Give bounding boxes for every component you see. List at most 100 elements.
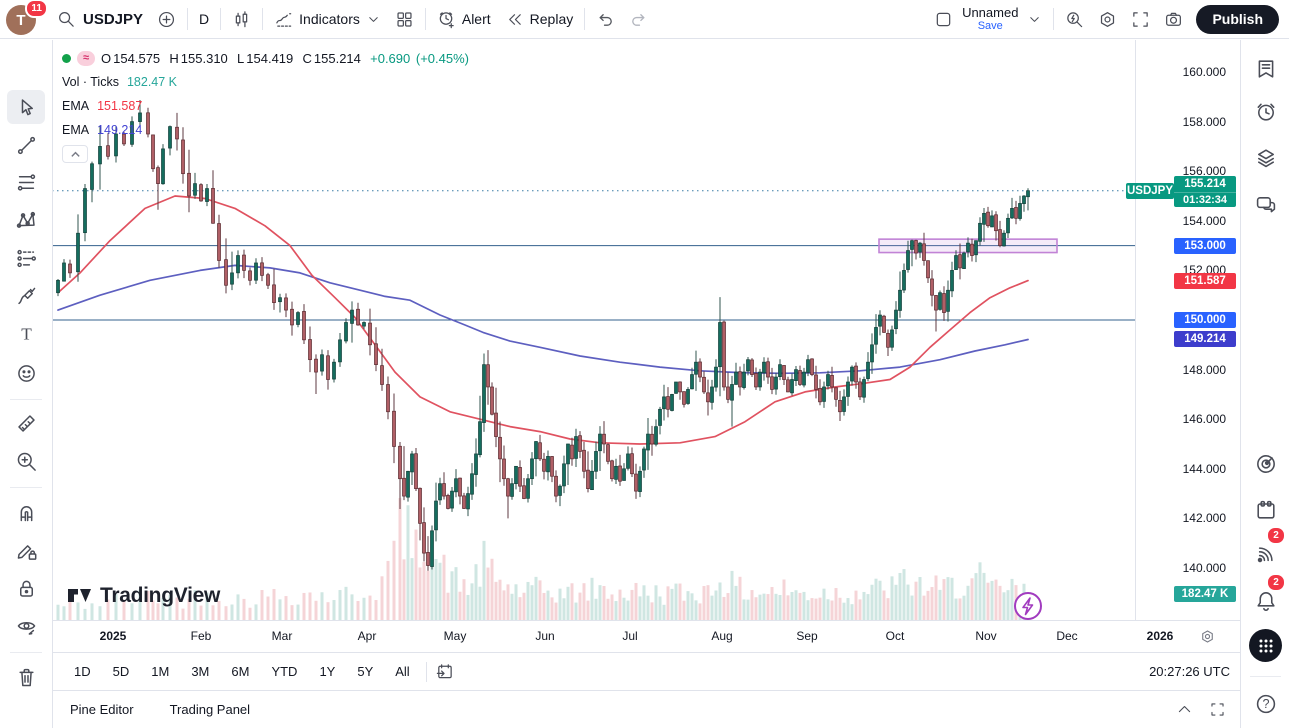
apps-menu-button[interactable]	[1249, 629, 1282, 662]
undo-button[interactable]	[589, 4, 622, 34]
top-toolbar: T 11 USDJPY D Indicators Alert Replay Un…	[0, 0, 1289, 39]
range-button-all[interactable]: All	[395, 663, 410, 679]
tab-trading-panel[interactable]: Trading Panel	[169, 701, 251, 717]
tab-pine-editor[interactable]: Pine Editor	[70, 701, 134, 717]
lock-icon	[15, 577, 38, 600]
toolbar-divider	[584, 8, 586, 30]
forecast-tool-button[interactable]	[7, 241, 45, 275]
fullscreen-button[interactable]	[1124, 4, 1157, 34]
ema-slow-legend-row[interactable]: EMA 149.214	[62, 121, 471, 138]
zoom-in-tool-button[interactable]	[7, 444, 45, 478]
maximize-panel-button[interactable]	[1209, 701, 1226, 718]
chart-settings-button[interactable]	[1091, 4, 1124, 34]
range-button-1m[interactable]: 1M	[151, 663, 170, 679]
layout-name-menu[interactable]: Unnamed Save	[960, 5, 1020, 33]
notification-count-badge: 11	[25, 0, 48, 18]
redo-button[interactable]	[622, 4, 655, 34]
chart-type-button[interactable]	[225, 4, 258, 34]
ema-fast-value: 151.587	[97, 98, 143, 113]
goto-date-button[interactable]	[435, 662, 454, 681]
range-button-1d[interactable]: 1D	[74, 663, 91, 679]
range-button-5y[interactable]: 5Y	[357, 663, 374, 679]
search-icon	[57, 10, 76, 29]
save-layout-link[interactable]: Save	[977, 20, 1003, 33]
measure-tool-button[interactable]	[7, 406, 45, 440]
ema-slow-value: 149.214	[97, 122, 143, 137]
drawing-toolbar: T	[0, 40, 53, 728]
text-tool-button[interactable]: T	[7, 317, 45, 351]
time-tick-May: May	[443, 629, 467, 643]
quick-search-button[interactable]	[1058, 4, 1091, 34]
lock-all-drawings-button[interactable]	[7, 571, 45, 605]
time-tick-Sep: Sep	[796, 629, 818, 643]
layout-menu-chevron[interactable]	[1020, 4, 1049, 34]
time-axis[interactable]: 2025 Feb Mar Apr May Jun Jul Aug Sep Oct Nov Dec 202…	[52, 620, 1240, 653]
alert-button[interactable]: Alert	[430, 4, 498, 34]
remove-drawings-button[interactable]	[7, 660, 45, 694]
time-tick-2025: 2025	[99, 629, 127, 643]
tradingview-watermark: TradingView	[66, 582, 220, 609]
indicators-button[interactable]: Indicators	[267, 4, 388, 34]
time-tick-Dec: Dec	[1056, 629, 1078, 643]
clock-utc[interactable]: 20:27:26 UTC	[1149, 664, 1230, 679]
range-button-3m[interactable]: 3M	[191, 663, 210, 679]
fib-retracement-tool-button[interactable]	[7, 165, 45, 199]
pattern-marker-lightning-icon[interactable]	[1014, 592, 1042, 620]
compare-add-symbol-button[interactable]	[150, 4, 183, 34]
chart-plot-area[interactable]	[52, 40, 1135, 620]
object-tree-panel-button[interactable]	[1247, 139, 1284, 176]
calendar-panel-button[interactable]	[1247, 491, 1284, 528]
stay-in-drawing-mode-button[interactable]	[7, 533, 45, 567]
level-150-tag: 150.000	[1174, 312, 1236, 328]
range-button-5d[interactable]: 5D	[112, 663, 130, 679]
candlestick-chart[interactable]	[52, 40, 1135, 620]
user-menu[interactable]: T 11	[6, 0, 48, 36]
range-button-ytd[interactable]: YTD	[271, 663, 298, 679]
news-panel-button[interactable]	[1247, 535, 1284, 572]
replay-button[interactable]: Replay	[498, 4, 581, 34]
volume-legend-row[interactable]: Vol · Ticks 182.47 K	[62, 73, 471, 90]
toolbar-divider	[10, 487, 42, 488]
screener-panel-button[interactable]	[1247, 445, 1284, 482]
trend-line-tool-button[interactable]	[7, 128, 45, 162]
legend-collapse-button[interactable]	[62, 145, 88, 163]
svg-text:T: T	[21, 324, 32, 343]
sidebar-badge: 2	[1267, 574, 1285, 591]
price-axis[interactable]: 160.000158.000156.000154.000152.000150.0…	[1136, 40, 1240, 620]
expand-panel-button[interactable]	[1176, 701, 1193, 718]
notifications-panel-button[interactable]	[1247, 582, 1284, 619]
cursor-tool-button[interactable]	[7, 90, 45, 124]
help-button-button[interactable]: ?	[1247, 685, 1284, 722]
market-status-dot-icon[interactable]	[62, 53, 71, 63]
forecast-icon	[15, 247, 38, 270]
svg-text:?: ?	[1262, 697, 1269, 711]
alerts-panel-button[interactable]	[1247, 93, 1284, 130]
snapshot-button[interactable]	[1157, 4, 1190, 34]
interval-button[interactable]: D	[192, 4, 216, 34]
price-tick: 144.000	[1182, 461, 1226, 476]
zoom-in-icon	[15, 450, 38, 473]
tradingview-logo-icon	[68, 589, 91, 602]
chat-panel-button[interactable]	[1247, 186, 1284, 223]
indicator-templates-button[interactable]	[388, 4, 421, 34]
time-tick-Mar: Mar	[271, 629, 293, 643]
approx-values-icon[interactable]: ≈	[77, 50, 96, 66]
range-button-6m[interactable]: 6M	[231, 663, 250, 679]
magnet-mode-button[interactable]	[7, 495, 45, 529]
symbol-search-button[interactable]: USDJPY	[50, 4, 150, 34]
multichart-layout-button[interactable]	[927, 4, 960, 34]
timeframe-bar: 1D 5D 1M 3M 6M YTD 1Y 5Y All 20:27:26 UTC	[0, 652, 1240, 690]
toolbar-divider	[220, 8, 222, 30]
timezone-settings-icon[interactable]	[1199, 628, 1216, 645]
publish-button[interactable]: Publish	[1196, 4, 1279, 34]
hide-drawings-button[interactable]	[7, 609, 45, 643]
time-tick-Oct: Oct	[885, 629, 905, 643]
ema-fast-legend-row[interactable]: EMA 151.587	[62, 97, 471, 114]
emoji-tool-button[interactable]	[7, 356, 45, 390]
chevron-down-icon[interactable]	[366, 12, 381, 27]
ohlc-values: O 154.575 H 155.310 L 154.419 C 155.214 +0.6…	[101, 50, 469, 66]
range-button-1y[interactable]: 1Y	[319, 663, 336, 679]
watchlist-panel-button[interactable]	[1247, 50, 1284, 87]
brush-tool-button[interactable]	[7, 279, 45, 313]
pattern-tool-button[interactable]	[7, 203, 45, 237]
